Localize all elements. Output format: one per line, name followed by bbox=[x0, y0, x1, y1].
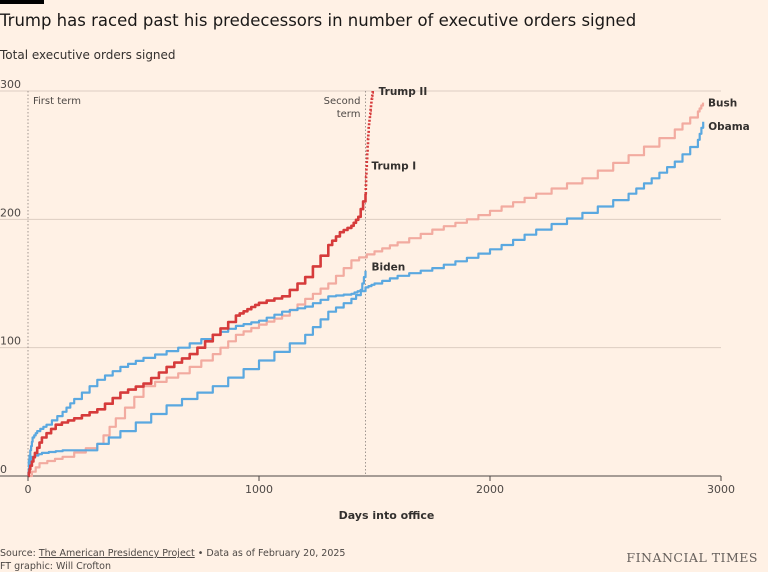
footer-source: Source: The American Presidency Project … bbox=[0, 548, 345, 559]
series-label-bush: Bush bbox=[708, 98, 737, 110]
y-tick-label-100: 100 bbox=[0, 335, 21, 348]
y-tick-label-0: 0 bbox=[0, 463, 7, 476]
ft-brand-tab bbox=[0, 0, 44, 4]
series-label-obama: Obama bbox=[708, 121, 750, 133]
gridlines bbox=[0, 90, 721, 477]
source-prefix: Source: bbox=[0, 548, 39, 559]
footer-credit: FT graphic: Will Crofton bbox=[0, 561, 112, 572]
series-line-trump-ii bbox=[364, 91, 374, 195]
series-line-obama bbox=[27, 121, 705, 478]
x-axis-title: Days into office bbox=[339, 509, 435, 522]
y-tick-label-300: 300 bbox=[0, 78, 21, 91]
series-line-trump-i bbox=[27, 193, 367, 478]
term-annotations: First term Second term bbox=[27, 91, 366, 476]
source-link[interactable]: The American Presidency Project bbox=[38, 548, 195, 559]
chart-title: Trump has raced past his predecessors in… bbox=[0, 11, 637, 30]
ft-logo: FINANCIAL TIMES bbox=[626, 550, 758, 565]
chart-subtitle: Total executive orders signed bbox=[0, 48, 176, 62]
series-label-biden: Biden bbox=[371, 262, 405, 274]
series-lines bbox=[27, 91, 705, 478]
second-term-label-line-2: term bbox=[337, 109, 361, 120]
second-term-label-line-1: Second bbox=[324, 96, 361, 107]
y-tick-label-200: 200 bbox=[0, 206, 21, 219]
series-line-biden bbox=[27, 270, 367, 467]
series-label-trump-ii: Trump II bbox=[379, 86, 428, 98]
x-tick-label-0: 0 bbox=[25, 483, 32, 496]
series-label-trump-i: Trump I bbox=[371, 161, 416, 173]
series-line-bush bbox=[28, 102, 705, 478]
x-tick-label-2000: 2000 bbox=[476, 483, 504, 496]
x-tick-label-3000: 3000 bbox=[707, 483, 735, 496]
x-tick-label-1000: 1000 bbox=[245, 483, 273, 496]
first-term-label: First term bbox=[33, 96, 81, 107]
series-labels: Obama Bush Biden Trump I Trump II bbox=[371, 86, 749, 274]
source-suffix: • Data as of February 20, 2025 bbox=[194, 548, 346, 559]
